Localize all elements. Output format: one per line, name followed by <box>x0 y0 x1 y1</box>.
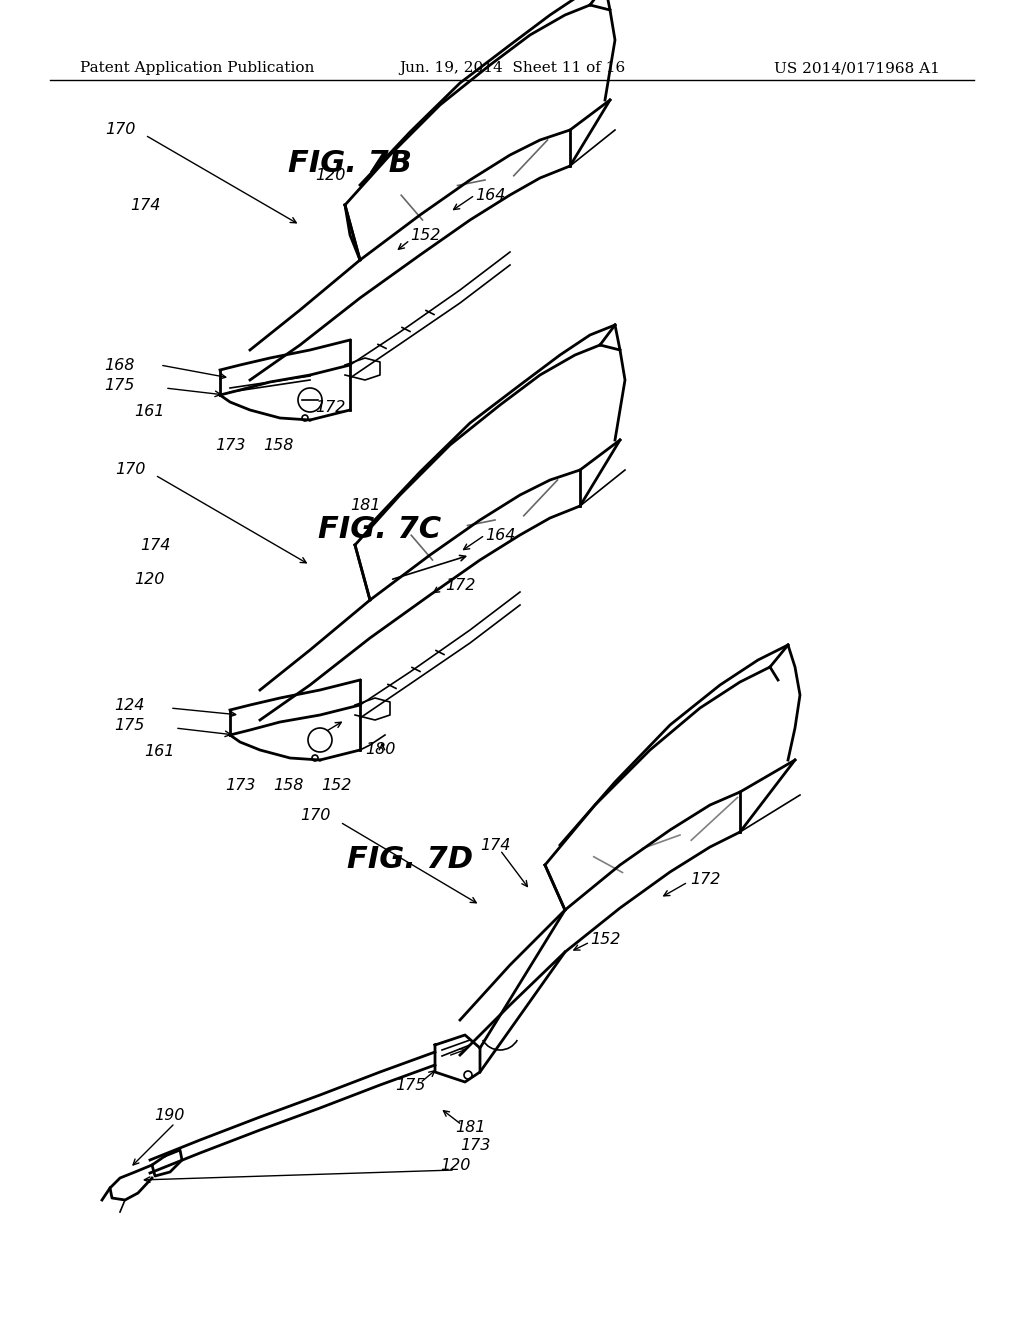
Text: 161: 161 <box>134 404 165 420</box>
Text: 152: 152 <box>321 777 351 792</box>
Text: 181: 181 <box>350 498 380 512</box>
Text: 175: 175 <box>395 1077 425 1093</box>
Text: 158: 158 <box>272 777 303 792</box>
Text: US 2014/0171968 A1: US 2014/0171968 A1 <box>774 61 940 75</box>
Text: 181: 181 <box>455 1121 485 1135</box>
Text: 120: 120 <box>134 573 165 587</box>
Text: Jun. 19, 2014  Sheet 11 of 16: Jun. 19, 2014 Sheet 11 of 16 <box>399 61 625 75</box>
Text: 190: 190 <box>155 1107 185 1122</box>
Text: 173: 173 <box>215 437 245 453</box>
Text: 120: 120 <box>315 168 345 182</box>
Text: 152: 152 <box>590 932 621 948</box>
Text: 175: 175 <box>104 378 135 392</box>
Text: FIG. 7D: FIG. 7D <box>347 846 473 874</box>
Text: 170: 170 <box>115 462 145 478</box>
Text: 161: 161 <box>144 744 175 759</box>
Text: 170: 170 <box>300 808 331 822</box>
Text: 174: 174 <box>130 198 161 213</box>
Text: 170: 170 <box>105 123 135 137</box>
Text: 172: 172 <box>445 578 475 593</box>
Text: 120: 120 <box>440 1158 470 1172</box>
Text: FIG. 7C: FIG. 7C <box>318 516 441 544</box>
Text: 124: 124 <box>115 697 145 713</box>
Text: 164: 164 <box>485 528 515 543</box>
Text: 173: 173 <box>460 1138 490 1152</box>
Text: 168: 168 <box>104 358 135 372</box>
Text: 152: 152 <box>410 227 440 243</box>
Text: 173: 173 <box>225 777 255 792</box>
Text: 172: 172 <box>315 400 345 416</box>
Text: FIG. 7B: FIG. 7B <box>288 149 412 177</box>
Text: 175: 175 <box>115 718 145 733</box>
Text: Patent Application Publication: Patent Application Publication <box>80 61 314 75</box>
Text: 180: 180 <box>365 742 395 758</box>
Text: 158: 158 <box>263 437 293 453</box>
Text: 174: 174 <box>480 837 510 853</box>
Text: 174: 174 <box>140 537 170 553</box>
Text: 172: 172 <box>690 873 720 887</box>
Text: 164: 164 <box>475 187 506 202</box>
